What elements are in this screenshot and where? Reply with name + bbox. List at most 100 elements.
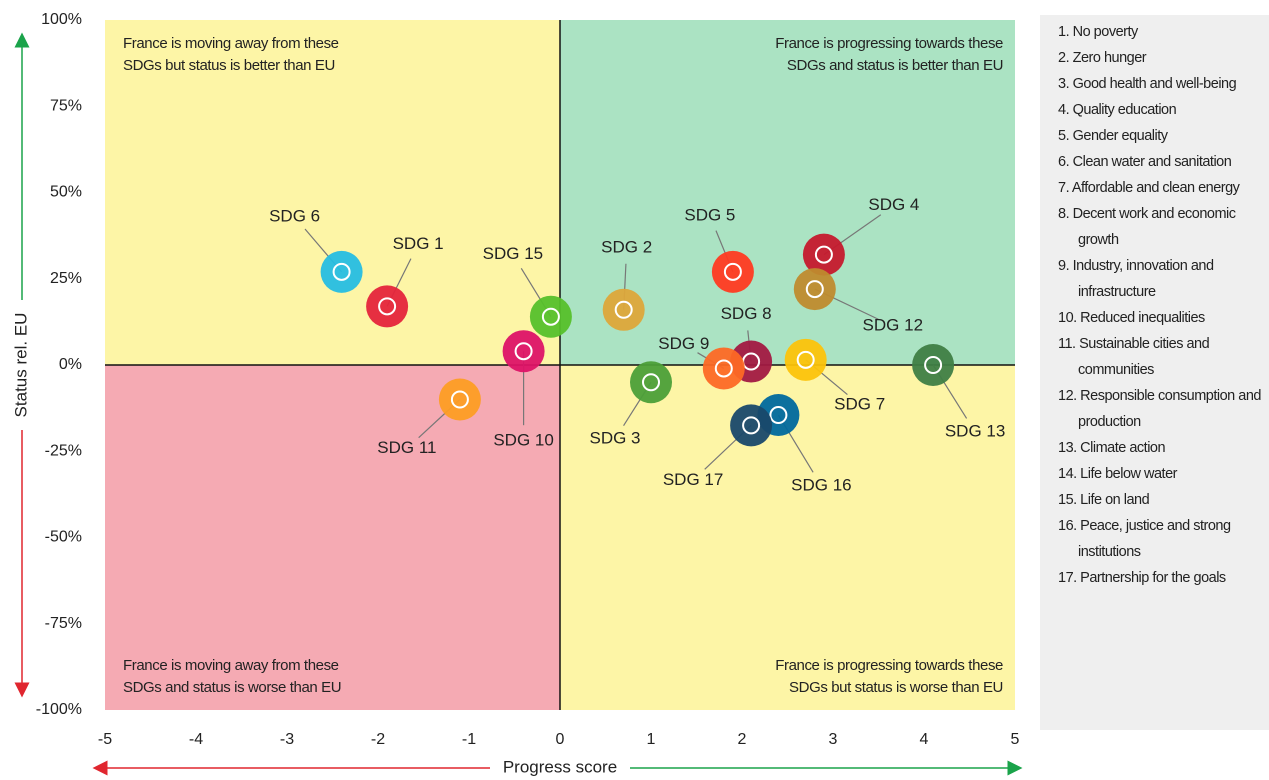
x-label-bg (490, 758, 630, 778)
point (438, 378, 481, 421)
point-icon (332, 262, 351, 281)
point-label: SDG 8 (721, 304, 772, 323)
legend-item: 11. Sustainable cities and communities (1058, 336, 1210, 378)
legend-item: 3. Good health and well-being (1058, 76, 1237, 92)
x-tick-label: 3 (829, 731, 838, 748)
y-tick-label: 75% (50, 97, 82, 114)
point (502, 330, 545, 373)
quadrant-note: SDGs and status is worse than EU (123, 679, 341, 696)
y-tick-label: 50% (50, 184, 82, 201)
point-icon (378, 297, 397, 316)
point-label: SDG 10 (493, 431, 553, 450)
y-label-bg (12, 300, 32, 430)
quadrant-note: France is moving away from these (123, 35, 339, 52)
point-icon (769, 406, 788, 425)
legend-item: 1. No poverty (1058, 24, 1138, 40)
quadrant (105, 365, 560, 710)
legend-item: 7. Affordable and clean energy (1058, 180, 1240, 196)
quadrant-note: SDGs and status is better than EU (787, 57, 1003, 74)
quadrant-note: France is moving away from these (123, 657, 339, 674)
point (711, 250, 754, 293)
point-label: SDG 16 (791, 476, 851, 495)
point-label: SDG 12 (863, 316, 923, 335)
point (602, 288, 645, 331)
legend-item: 10. Reduced inequalities (1058, 310, 1205, 326)
point-label: SDG 9 (658, 334, 709, 353)
markers (320, 233, 955, 447)
point (630, 361, 672, 404)
y-tick-label: -75% (45, 615, 82, 632)
point-icon (796, 350, 815, 369)
legend-item: 8. Decent work and economic growth (1058, 206, 1236, 248)
point (366, 285, 409, 328)
quadrant-note: France is progressing towards these (775, 35, 1003, 52)
point-icon (514, 342, 533, 361)
point-icon (614, 300, 633, 319)
point-label: SDG 3 (589, 429, 640, 448)
x-tick-label: -1 (462, 731, 476, 748)
x-tick-label: 0 (556, 731, 565, 748)
point-label: SDG 5 (684, 205, 735, 224)
quadrant (105, 20, 560, 365)
point-icon (723, 262, 742, 281)
legend-item: 14. Life below water (1058, 466, 1177, 482)
x-tick-label: -3 (280, 731, 294, 748)
legend-item: 13. Climate action (1058, 440, 1166, 456)
x-axis-label: Progress score (503, 757, 617, 776)
point-label: SDG 13 (945, 421, 1005, 440)
x-tick-label: 5 (1011, 731, 1020, 748)
x-tick-label: 4 (920, 731, 929, 748)
point (702, 347, 745, 390)
x-tick-label: -4 (189, 731, 203, 748)
point-label: SDG 1 (393, 234, 444, 253)
point (320, 250, 363, 293)
point-icon (714, 359, 733, 378)
point-label: SDG 7 (834, 394, 885, 413)
y-tick-label: -100% (36, 701, 82, 718)
point-icon (814, 245, 833, 264)
point-icon (642, 373, 660, 392)
point (529, 295, 572, 338)
legend-item: 9. Industry, innovation and infrastructu… (1058, 258, 1214, 300)
x-tick-label: 1 (647, 731, 656, 748)
chart: France is moving away from these SDGs but… (11, 11, 1023, 778)
legend-item: 12. Responsible consumption and producti… (1058, 388, 1261, 430)
y-tick-label: -50% (45, 529, 82, 546)
point-label: SDG 6 (269, 206, 320, 225)
legend-item: 5. Gender equality (1058, 128, 1168, 144)
point-icon (742, 416, 761, 435)
quadrant-note: SDGs but status is worse than EU (789, 679, 1003, 696)
x-tick-label: 2 (738, 731, 747, 748)
quadrant-note: France is progressing towards these (775, 657, 1003, 674)
y-tick-label: 0% (59, 356, 82, 373)
legend-item: 6. Clean water and sanitation (1058, 154, 1232, 170)
legend-item: 17. Partnership for the goals (1058, 570, 1226, 586)
point-icon (805, 280, 824, 299)
point (912, 344, 955, 386)
legend: 1. No poverty 2. Zero hunger 3. Good healt… (1040, 15, 1269, 730)
point (730, 404, 773, 447)
quadrant-note: SDGs but status is better than EU (123, 57, 335, 74)
point-label: SDG 2 (601, 237, 652, 256)
point (802, 233, 845, 276)
legend-item: 4. Quality education (1058, 102, 1177, 118)
y-tick-label: 100% (41, 11, 82, 28)
x-tick-label: -2 (371, 731, 385, 748)
point-label: SDG 11 (377, 438, 436, 457)
point-label: SDG 15 (483, 244, 543, 263)
x-tick-label: -5 (98, 731, 112, 748)
point-icon (924, 356, 943, 374)
y-tick-label: -25% (45, 442, 82, 459)
point-label: SDG 4 (868, 195, 919, 214)
point-icon (541, 307, 560, 326)
y-tick-label: 25% (50, 270, 82, 287)
legend-item: 2. Zero hunger (1058, 50, 1147, 66)
point (793, 268, 836, 311)
point-label: SDG 17 (663, 470, 723, 489)
point-icon (450, 390, 469, 409)
legend-item: 15. Life on land (1058, 492, 1150, 508)
y-axis-label: Status rel. EU (11, 313, 30, 418)
legend-item: 16. Peace, justice and strong institutio… (1058, 518, 1231, 560)
point (784, 338, 827, 381)
